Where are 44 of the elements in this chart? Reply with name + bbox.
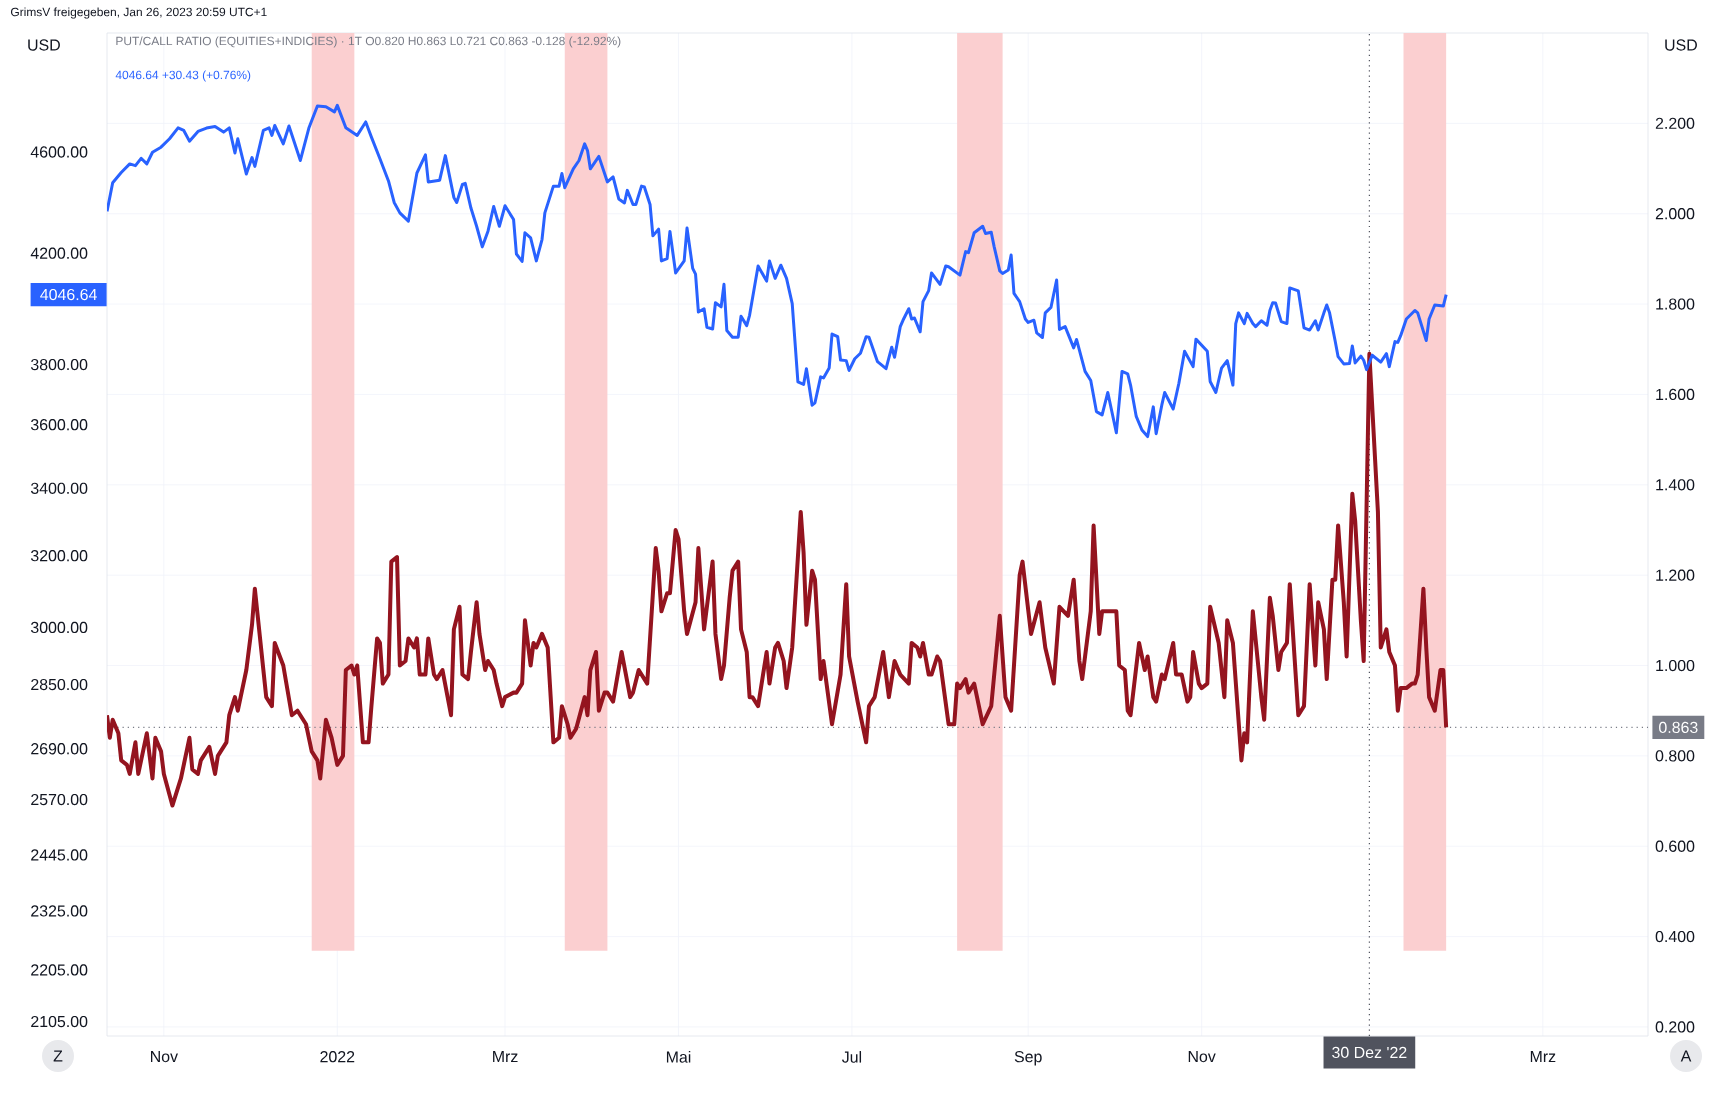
x-tick-label: Mrz [1530,1051,1556,1063]
ref-line-label: 0.863 [1659,721,1698,734]
y2-axis-title: USD [1665,39,1697,51]
y-tick-label: 3600.00 [30,419,88,431]
y-tick-label: 2325.00 [31,905,88,917]
x-tick-label: Nov [151,1051,178,1063]
y2-tick-label: 1.600 [1656,388,1695,401]
text: GrimsV freigegeben, Jan 26, 2023 20:59 UTC+1 [10,7,267,19]
y2-tick-label: 0.200 [1655,1021,1695,1033]
y2-tick-label: 2.200 [1655,117,1695,129]
y-axis-title: USD [28,39,60,51]
x-tick-label: Sep [1014,1051,1042,1066]
annotation: PUT/CALL RATIO (EQUITIES+INDICIES) · 1T O0.820 H0.863 L0.721 C0.863 -0.128 (-12.92%) [116,36,621,48]
y-tick-label: 2445.00 [31,849,88,861]
ref-line-label: 30 Dez '22 [1332,1046,1407,1059]
y-tick-label: 3400.00 [30,482,88,494]
y2-tick-label: 2.000 [1655,208,1695,220]
x-tick-label: Jul [841,1051,862,1063]
y-tick-label: 2690.00 [31,743,88,755]
y2-tick-label: 0.400 [1655,930,1695,943]
y2-tick-label: 1.000 [1656,659,1695,672]
y2-tick-label: 1.200 [1656,569,1695,581]
y-tick-label: 4600.00 [30,146,88,158]
y2-tick-label: 0.600 [1655,840,1695,852]
x-tick-label: 2022 [320,1051,355,1063]
text: Z [53,1050,63,1062]
text: 4046.64 [40,288,97,301]
y-tick-label: 3000.00 [30,621,88,634]
y2-tick-label: 1.400 [1656,479,1695,491]
y-tick-label: 2105.00 [31,1015,88,1028]
y2-tick-label: 0.800 [1655,750,1695,762]
y-tick-label: 3200.00 [30,550,88,562]
y-tick-label: 2850.00 [31,678,88,691]
line-series [107,103,1448,439]
x-tick-label: Mrz [493,1051,518,1063]
text: A [1680,1050,1692,1062]
y-tick-label: 4200.00 [30,247,88,259]
y2-tick-label: 1.800 [1656,298,1695,310]
x-tick-label: Mai [666,1051,691,1063]
annotation: 4046.64 +30.43 (+0.76%) [115,70,251,82]
y-tick-label: 2205.00 [31,964,88,976]
y-tick-label: 2570.00 [31,793,88,806]
x-tick-label: Nov [1188,1051,1216,1063]
y-tick-label: 3800.00 [30,358,88,371]
